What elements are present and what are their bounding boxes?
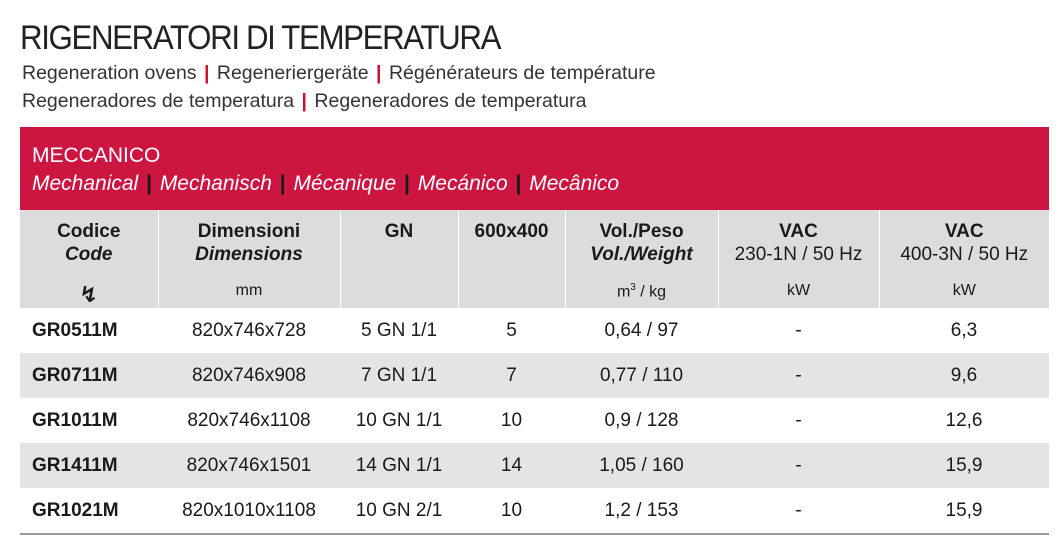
page-title: RIGENERATORI DI TEMPERATURA <box>20 19 501 57</box>
cell-gn: 10 GN 1/1 <box>340 398 458 443</box>
cell-vac-230: - <box>718 398 879 443</box>
section-title: MECCANICO <box>32 144 161 167</box>
table-row: GR0711M 820x746x908 7 GN 1/1 7 0,77 / 11… <box>20 353 1049 398</box>
cell-gn: 10 GN 2/1 <box>340 488 458 535</box>
separator: | <box>203 62 210 84</box>
section-band: MECCANICO Mechanical | Mechanisch | Méca… <box>20 127 1049 210</box>
col-header-vac-230: VAC 230-1N / 50 Hz kW <box>717 210 879 308</box>
col-header-dimensions: Dimensioni Dimensions mm <box>157 210 340 308</box>
subtitle-fr: Régénérateurs de température <box>388 62 656 84</box>
cell-dimensions: 820x1010x1108 <box>158 488 340 535</box>
unit-label: kW <box>952 282 976 299</box>
subtitle-en: Regeneration ovens <box>22 62 197 84</box>
cell-vac-400: 6,3 <box>879 308 1049 353</box>
section-en: Mechanical <box>32 172 139 195</box>
subtitle-line-2: Regeneradores de temperatura | Regenerad… <box>22 89 587 113</box>
subtitle-pt: Regeneradores de temperatura <box>314 90 587 112</box>
cell-volume-weight: 0,77 / 110 <box>565 353 718 398</box>
cell-600x400: 10 <box>458 488 565 535</box>
section-fr: Mécanique <box>293 172 397 195</box>
cell-vac-230: - <box>718 308 879 353</box>
cell-600x400: 7 <box>458 353 565 398</box>
cell-vac-230: - <box>718 353 879 398</box>
product-table: Codice Code ↯ Dimensioni Dimensions mm G… <box>20 210 1049 535</box>
cell-vac-400: 9,6 <box>879 353 1049 398</box>
col-header-gn: GN <box>339 210 458 308</box>
cell-vac-400: 12,6 <box>879 398 1049 443</box>
cell-gn: 14 GN 1/1 <box>340 443 458 488</box>
subtitle-es: Regeneradores de temperatura <box>22 90 295 112</box>
section-es: Mecánico <box>417 172 508 195</box>
unit-label: kW <box>786 282 811 299</box>
cell-dimensions: 820x746x728 <box>158 308 340 353</box>
table-row: GR1011M 820x746x1108 10 GN 1/1 10 0,9 / … <box>20 398 1049 443</box>
section-translations: Mechanical | Mechanisch | Mécanique | Me… <box>32 171 619 197</box>
cell-code: GR0511M <box>20 308 158 353</box>
cell-gn: 7 GN 1/1 <box>340 353 458 398</box>
cell-dimensions: 820x746x908 <box>158 353 340 398</box>
cell-volume-weight: 0,64 / 97 <box>565 308 718 353</box>
cell-600x400: 14 <box>458 443 565 488</box>
cell-600x400: 10 <box>458 398 565 443</box>
cell-gn: 5 GN 1/1 <box>340 308 458 353</box>
unit-label: mm <box>235 282 263 299</box>
cell-code: GR1011M <box>20 398 158 443</box>
subtitle-de: Regeneriergeräte <box>216 62 369 84</box>
subtitle-line-1: Regeneration ovens | Regeneriergeräte | … <box>22 61 656 85</box>
col-header-code: Codice Code ↯ <box>20 210 158 308</box>
table-row: GR1411M 820x746x1501 14 GN 1/1 14 1,05 /… <box>20 443 1049 488</box>
col-header-vac-400: VAC 400-3N / 50 Hz kW <box>878 210 1049 308</box>
cell-code: GR0711M <box>20 353 158 398</box>
table-row: GR0511M 820x746x728 5 GN 1/1 5 0,64 / 97… <box>20 308 1049 353</box>
cell-vac-230: - <box>718 488 879 535</box>
cell-code: GR1021M <box>20 488 158 535</box>
cell-vac-230: - <box>718 443 879 488</box>
table-header-row: Codice Code ↯ Dimensioni Dimensions mm G… <box>20 210 1049 308</box>
separator: | <box>146 172 152 195</box>
electric-bolt-icon: ↯ <box>79 282 98 307</box>
unit-label: m3 / kg <box>616 282 667 301</box>
cell-dimensions: 820x746x1501 <box>158 443 340 488</box>
cell-600x400: 5 <box>458 308 565 353</box>
separator: | <box>279 172 286 195</box>
cell-dimensions: 820x746x1108 <box>158 398 340 443</box>
cell-volume-weight: 1,05 / 160 <box>565 443 718 488</box>
separator: | <box>404 172 410 195</box>
col-header-600x400: 600x400 <box>457 210 565 308</box>
separator: | <box>515 172 522 195</box>
section-pt: Mecânico <box>529 172 620 195</box>
section-de: Mechanisch <box>159 172 272 195</box>
col-header-volume-weight: Vol./Peso Vol./Weight m3 / kg <box>564 210 718 308</box>
cell-volume-weight: 0,9 / 128 <box>565 398 718 443</box>
separator: | <box>301 90 307 112</box>
separator: | <box>376 62 382 84</box>
cell-code: GR1411M <box>20 443 158 488</box>
cell-vac-400: 15,9 <box>879 488 1049 535</box>
table-row: GR1021M 820x1010x1108 10 GN 2/1 10 1,2 /… <box>20 488 1049 535</box>
cell-volume-weight: 1,2 / 153 <box>565 488 718 535</box>
cell-vac-400: 15,9 <box>879 443 1049 488</box>
